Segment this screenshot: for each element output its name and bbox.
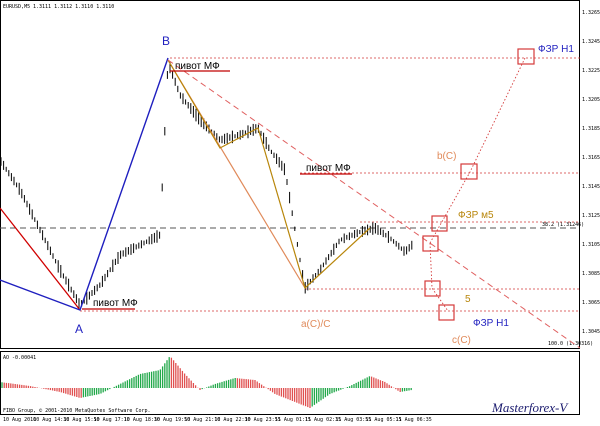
main-panel — [0, 0, 580, 349]
target-boxes — [422, 48, 535, 321]
label-bc: b(C) — [437, 151, 456, 162]
time-tick-label: 11 Aug 02:35 — [305, 417, 341, 423]
target-box-5 — [424, 280, 441, 297]
target-box-h1-top — [517, 48, 535, 65]
price-tick-label: 1.3165 — [582, 155, 600, 161]
time-tick-label: 10 Aug 22:30 — [214, 417, 250, 423]
ao-title: AO -0.00041 — [3, 355, 36, 361]
target-box-bc — [460, 163, 478, 180]
time-tick-label: 10 Aug 17:10 — [94, 417, 130, 423]
ao-histogram — [1, 357, 412, 408]
ao-panel — [0, 351, 580, 415]
price-axis: 1.3265 1.3245 1.3225 1.3205 1.3185 1.3165 1.31… — [582, 10, 600, 335]
fib-38-label: 38.2 (1.31246) — [542, 222, 584, 228]
price-tick-label: 1.3245 — [582, 39, 600, 45]
time-tick-label: 11 Aug 03:55 — [335, 417, 371, 423]
time-tick-label: 10 Aug 14:30 — [33, 417, 69, 423]
dotted-projection-low — [429, 242, 449, 312]
symbol-header: EURUSD,M5 — [3, 4, 30, 10]
price-tick-label: 1.3085 — [582, 271, 600, 277]
fib-100-label: 100.0 (1.30316) — [548, 341, 593, 347]
time-tick-label: 10 Aug 21:10 — [184, 417, 220, 423]
label-fzr-m5: ФЗР м5 — [458, 210, 494, 221]
pivot-label-2: пивот МФ — [306, 163, 351, 174]
pivot-levels — [80, 57, 580, 312]
target-box-h1-bottom — [438, 304, 455, 321]
time-tick-label: 11 Aug 06:35 — [396, 417, 432, 423]
copyright-text: FIBO Group, © 2001-2010 MetaQuotes Softw… — [3, 408, 151, 414]
pivot-markers — [82, 70, 352, 310]
label-fzr-h1-bottom: ФЗР Н1 — [473, 318, 509, 329]
price-tick-label: 1.3105 — [582, 242, 600, 248]
label-B: B — [162, 34, 170, 48]
label-A: A — [75, 322, 83, 336]
price-tick-label: 1.3145 — [582, 184, 600, 190]
pivot-label-3: пивот МФ — [93, 298, 138, 309]
label-cc: c(C) — [452, 335, 471, 346]
label-acc: a(C)/C — [301, 319, 330, 330]
price-tick-label: 1.3205 — [582, 97, 600, 103]
label-five: 5 — [465, 294, 471, 305]
time-tick-label: 10 Aug 15:50 — [63, 417, 99, 423]
time-tick-label: 11 Aug 01:15 — [275, 417, 311, 423]
price-tick-label: 1.3065 — [582, 300, 600, 306]
ohlc-header: 1.3111 1.3112 1.3110 1.3110 — [33, 4, 114, 10]
blue-wave-line — [0, 57, 169, 311]
time-tick-label: 10 Aug 23:55 — [245, 417, 281, 423]
time-tick-label: 10 Aug 19:50 — [154, 417, 190, 423]
wave-lines — [0, 57, 581, 349]
price-tick-label: 1.3185 — [582, 126, 600, 132]
target-box-m5 — [431, 215, 448, 232]
price-tick-label: 1.3265 — [582, 10, 600, 16]
price-tick-label: 1.3125 — [582, 213, 600, 219]
watermark: Masterforex-V — [491, 400, 569, 415]
time-tick-label: 10 Aug 2010 — [3, 417, 36, 423]
pivot-label-1: пивот МФ — [175, 61, 220, 72]
brown-wave-line — [167, 59, 371, 290]
dotted-projection — [429, 57, 526, 244]
price-tick-label: 1.3045 — [582, 329, 600, 335]
label-fzr-h1-top: ФЗР Н1 — [538, 44, 574, 55]
dashed-trend-line — [167, 59, 581, 349]
price-tick-label: 1.3225 — [582, 68, 600, 74]
target-box-mid — [422, 235, 439, 252]
red-wave-line — [0, 207, 81, 311]
time-tick-label: 10 Aug 18:30 — [124, 417, 160, 423]
time-tick-label: 11 Aug 05:15 — [365, 417, 401, 423]
